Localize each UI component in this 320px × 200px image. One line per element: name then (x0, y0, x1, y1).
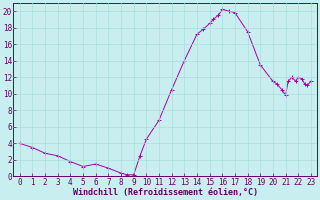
X-axis label: Windchill (Refroidissement éolien,°C): Windchill (Refroidissement éolien,°C) (73, 188, 258, 197)
